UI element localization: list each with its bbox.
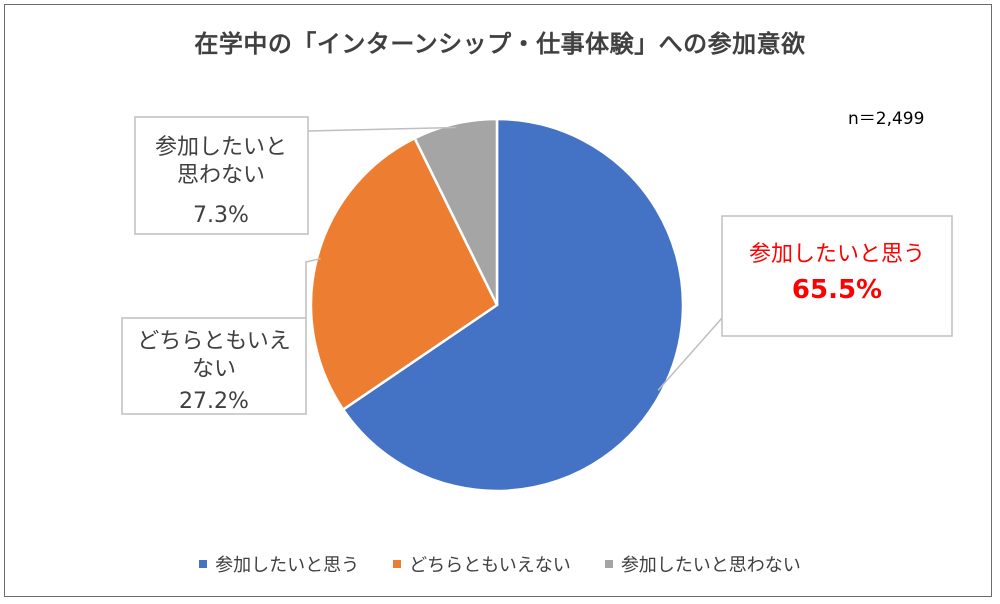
legend-label: どちらともいえない — [409, 555, 571, 576]
data-label-value-undecided: 27.2% — [179, 389, 249, 414]
legend-item-not-participate: 参加したいと思わない — [604, 551, 801, 577]
data-label-name-participate: 参加したいと思う — [749, 242, 925, 267]
leader-line-participate — [657, 317, 723, 391]
data-label-value-participate: 65.5% — [792, 275, 882, 305]
data-label-name-undecided: どちらともいえ — [137, 329, 291, 354]
leader-line-undecided — [305, 257, 321, 318]
data-label-box-participate — [721, 215, 953, 337]
pie-slice-undecided — [309, 136, 499, 412]
pie-slice-participate — [341, 117, 685, 493]
chart-title: 在学中の「インターンシップ・仕事体験」への参加意欲 — [194, 30, 806, 58]
legend-item-participate: 参加したいと思う — [199, 551, 359, 577]
legend-swatch — [199, 560, 208, 568]
data-label-box-undecided — [121, 317, 307, 415]
leader-line-not-participate — [307, 126, 456, 132]
pie-slice-not-participate — [412, 117, 499, 306]
legend-item-undecided: どちらともいえない — [393, 551, 571, 577]
legend-label: 参加したいと思う — [215, 555, 360, 576]
data-label-name-not-participate: 参加したいと — [155, 135, 287, 160]
data-label-name-undecided: ない — [192, 357, 236, 382]
data-label-value-not-participate: 7.3% — [193, 203, 249, 228]
data-label-name-not-participate: 思わない — [177, 163, 265, 188]
chart-legend: 参加したいと思う どちらともいえない 参加したいと思わない — [0, 551, 1000, 577]
legend-swatch — [604, 560, 613, 568]
legend-swatch — [393, 560, 402, 568]
legend-label: 参加したいと思わない — [620, 555, 801, 576]
sample-size-label: n＝2,499 — [848, 109, 925, 129]
data-label-box-not-participate — [134, 116, 309, 235]
